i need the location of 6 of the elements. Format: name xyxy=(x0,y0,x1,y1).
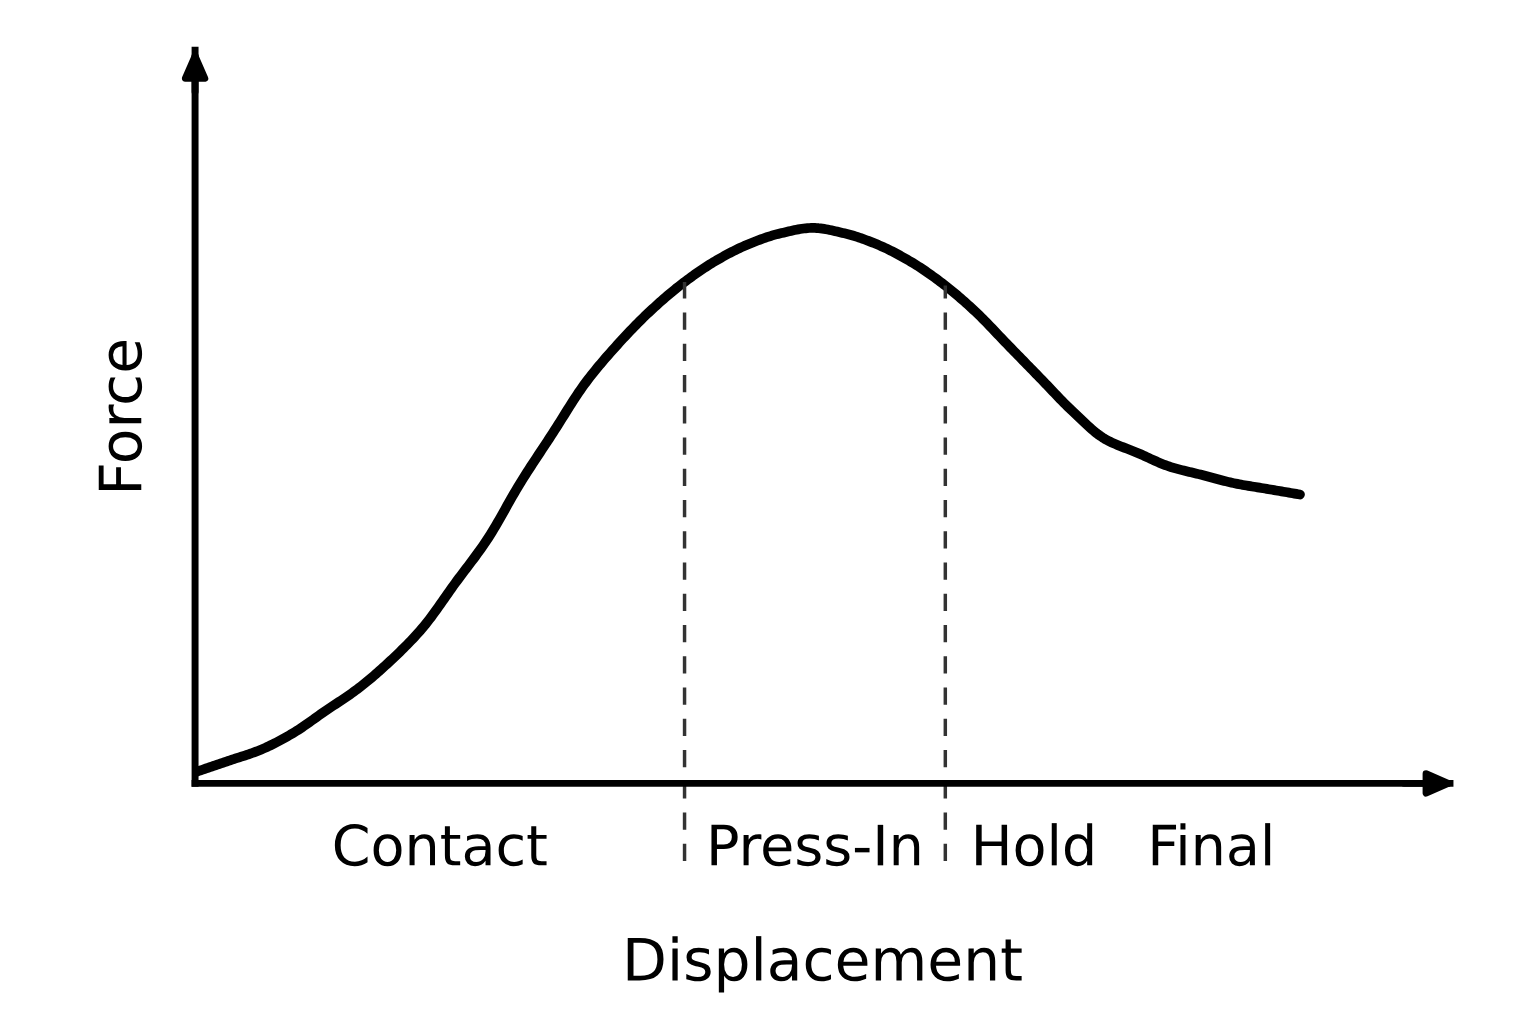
y-axis-title: Force xyxy=(98,341,143,490)
x-axis-title: Displacement xyxy=(627,936,1022,993)
text: Press-In xyxy=(711,824,920,867)
text: Contact xyxy=(334,824,547,867)
text: Hold xyxy=(976,823,1093,867)
text: Final xyxy=(1152,823,1271,867)
